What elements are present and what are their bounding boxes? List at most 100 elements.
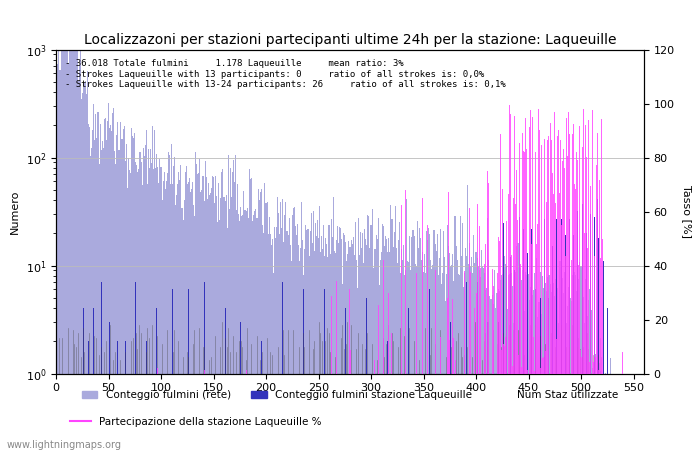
- Bar: [147, 184, 148, 450]
- Bar: [586, 285, 587, 450]
- Bar: [450, 322, 452, 450]
- Bar: [544, 298, 545, 450]
- Bar: [444, 257, 445, 450]
- Bar: [136, 165, 137, 450]
- Bar: [125, 161, 126, 450]
- Bar: [183, 200, 185, 450]
- Bar: [128, 158, 129, 450]
- Bar: [412, 230, 414, 450]
- Bar: [507, 309, 508, 450]
- Bar: [330, 219, 332, 450]
- Legend: Partecipazione della stazione Laqueuille %: Partecipazione della stazione Laqueuille…: [66, 413, 326, 431]
- Bar: [468, 264, 469, 450]
- Bar: [406, 198, 407, 450]
- Bar: [282, 282, 284, 450]
- Bar: [460, 216, 461, 450]
- Bar: [83, 309, 84, 450]
- Bar: [198, 173, 200, 450]
- Title: Localizzazoni per stazioni partecipanti ultime 24h per la stazione: Laqueuille: Localizzazoni per stazioni partecipanti …: [84, 33, 616, 47]
- Bar: [347, 254, 349, 450]
- Bar: [389, 252, 391, 450]
- Bar: [399, 222, 400, 450]
- Bar: [158, 183, 160, 450]
- Bar: [70, 4, 71, 450]
- Bar: [475, 252, 477, 450]
- Bar: [236, 210, 237, 450]
- Bar: [490, 299, 491, 450]
- Bar: [309, 231, 311, 450]
- Bar: [467, 185, 468, 450]
- Bar: [354, 255, 355, 450]
- Bar: [225, 195, 227, 450]
- Bar: [470, 266, 471, 450]
- Bar: [502, 274, 503, 450]
- Bar: [326, 244, 328, 450]
- Bar: [500, 275, 502, 450]
- Bar: [429, 289, 430, 450]
- Bar: [515, 272, 517, 450]
- Bar: [188, 182, 189, 450]
- Bar: [108, 103, 109, 450]
- Bar: [609, 374, 610, 450]
- Bar: [215, 176, 216, 450]
- Bar: [126, 144, 127, 450]
- Bar: [552, 247, 553, 450]
- Bar: [122, 129, 124, 450]
- Bar: [420, 238, 421, 450]
- Bar: [334, 252, 335, 450]
- Bar: [253, 215, 254, 450]
- Bar: [318, 238, 319, 450]
- Bar: [527, 320, 528, 450]
- Bar: [445, 301, 446, 450]
- Bar: [314, 252, 315, 450]
- Bar: [345, 309, 346, 450]
- Bar: [473, 234, 475, 450]
- Bar: [570, 297, 571, 450]
- Bar: [403, 245, 404, 450]
- Bar: [144, 156, 145, 450]
- Bar: [362, 233, 363, 450]
- Bar: [188, 289, 189, 450]
- Bar: [111, 131, 112, 450]
- Bar: [566, 323, 567, 450]
- Bar: [408, 262, 409, 450]
- Bar: [89, 127, 90, 450]
- Bar: [448, 246, 449, 450]
- Bar: [360, 232, 361, 450]
- Bar: [337, 226, 338, 450]
- Bar: [90, 157, 91, 450]
- Bar: [214, 203, 215, 450]
- Bar: [351, 244, 353, 450]
- Bar: [113, 108, 114, 450]
- Legend: Conteggio fulmini (rete), Conteggio fulmini stazione Laqueuille, Num Staz utiliz: Conteggio fulmini (rete), Conteggio fulm…: [78, 386, 622, 404]
- Bar: [343, 234, 344, 450]
- Bar: [435, 251, 437, 450]
- Bar: [316, 236, 317, 450]
- Bar: [153, 170, 154, 450]
- Bar: [635, 374, 636, 450]
- Bar: [101, 282, 102, 450]
- Bar: [273, 274, 274, 450]
- Bar: [281, 228, 282, 450]
- Bar: [519, 268, 521, 450]
- Bar: [171, 144, 172, 450]
- Bar: [355, 222, 356, 450]
- Bar: [479, 270, 480, 450]
- Bar: [311, 213, 312, 450]
- Bar: [185, 172, 186, 450]
- Bar: [210, 193, 211, 450]
- Bar: [94, 140, 95, 450]
- Bar: [524, 310, 525, 450]
- Bar: [196, 164, 197, 450]
- Bar: [307, 229, 309, 450]
- Bar: [620, 374, 622, 450]
- Bar: [618, 374, 620, 450]
- Bar: [262, 225, 263, 450]
- Bar: [149, 168, 150, 450]
- Bar: [431, 269, 433, 450]
- Bar: [555, 279, 556, 450]
- Bar: [422, 252, 423, 450]
- Bar: [357, 288, 358, 450]
- Bar: [181, 208, 183, 450]
- Bar: [237, 184, 238, 450]
